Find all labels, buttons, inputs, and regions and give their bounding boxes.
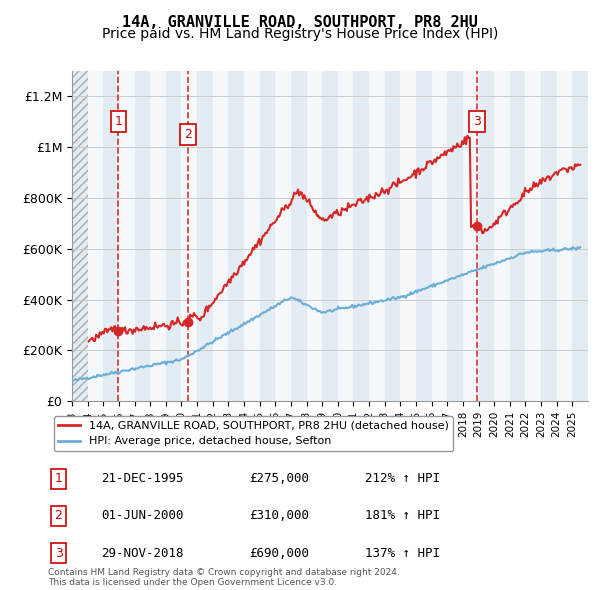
Bar xyxy=(541,71,557,401)
Text: £310,000: £310,000 xyxy=(248,509,308,523)
Bar xyxy=(510,71,526,401)
Bar xyxy=(72,71,88,401)
Text: 181% ↑ HPI: 181% ↑ HPI xyxy=(365,509,440,523)
Bar xyxy=(572,71,588,401)
Text: 1: 1 xyxy=(55,472,62,486)
Legend: 14A, GRANVILLE ROAD, SOUTHPORT, PR8 2HU (detached house), HPI: Average price, de: 14A, GRANVILLE ROAD, SOUTHPORT, PR8 2HU … xyxy=(53,417,454,451)
Bar xyxy=(557,71,572,401)
Bar xyxy=(119,71,134,401)
Bar xyxy=(385,71,400,401)
Bar xyxy=(526,71,541,401)
Bar xyxy=(479,71,494,401)
Text: 3: 3 xyxy=(473,115,481,128)
Bar xyxy=(260,71,275,401)
Bar xyxy=(88,71,103,401)
Text: 3: 3 xyxy=(55,546,62,560)
Bar xyxy=(463,71,479,401)
Bar xyxy=(369,71,385,401)
Bar xyxy=(134,71,150,401)
Bar xyxy=(291,71,307,401)
Bar xyxy=(275,71,291,401)
Bar xyxy=(338,71,353,401)
Bar xyxy=(307,71,322,401)
Bar xyxy=(197,71,213,401)
Text: Contains HM Land Registry data © Crown copyright and database right 2024.
This d: Contains HM Land Registry data © Crown c… xyxy=(48,568,400,587)
Text: 14A, GRANVILLE ROAD, SOUTHPORT, PR8 2HU: 14A, GRANVILLE ROAD, SOUTHPORT, PR8 2HU xyxy=(122,15,478,30)
Bar xyxy=(447,71,463,401)
Bar xyxy=(166,71,181,401)
Bar xyxy=(400,71,416,401)
Bar xyxy=(213,71,229,401)
Bar xyxy=(244,71,260,401)
Bar xyxy=(229,71,244,401)
Bar xyxy=(494,71,510,401)
Bar xyxy=(150,71,166,401)
Text: £690,000: £690,000 xyxy=(248,546,308,560)
Text: 1: 1 xyxy=(115,115,122,128)
Text: 21-DEC-1995: 21-DEC-1995 xyxy=(101,472,184,486)
Text: 2: 2 xyxy=(184,128,192,141)
Text: £275,000: £275,000 xyxy=(248,472,308,486)
Bar xyxy=(103,71,119,401)
Text: Price paid vs. HM Land Registry's House Price Index (HPI): Price paid vs. HM Land Registry's House … xyxy=(102,27,498,41)
Bar xyxy=(181,71,197,401)
Bar xyxy=(416,71,431,401)
Text: 212% ↑ HPI: 212% ↑ HPI xyxy=(365,472,440,486)
Text: 2: 2 xyxy=(55,509,62,523)
Bar xyxy=(353,71,369,401)
Text: 137% ↑ HPI: 137% ↑ HPI xyxy=(365,546,440,560)
Text: 29-NOV-2018: 29-NOV-2018 xyxy=(101,546,184,560)
Bar xyxy=(72,71,88,401)
Bar xyxy=(322,71,338,401)
Bar xyxy=(431,71,447,401)
Text: 01-JUN-2000: 01-JUN-2000 xyxy=(101,509,184,523)
